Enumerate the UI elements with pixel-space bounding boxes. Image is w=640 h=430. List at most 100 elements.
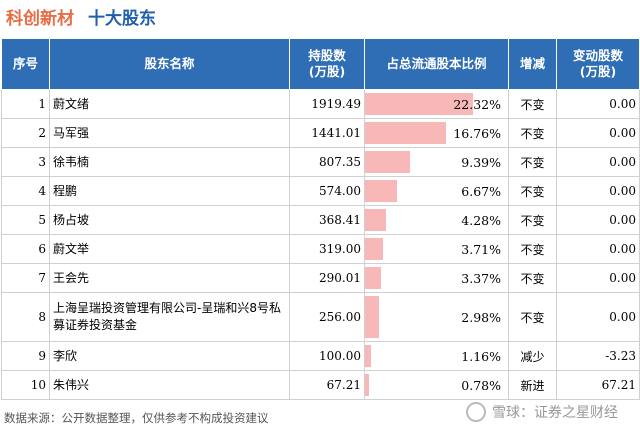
delta-cell: 0.00: [556, 205, 640, 235]
table-header-row: 序号 股东名称 持股数 (万股) 占总流通股本比例 增减 变动股数 (万股): [1, 38, 640, 90]
table-row: 1 蔚文绪 1919.49 22.32% 不变 0.00: [1, 89, 640, 119]
change-cell: 不变: [508, 205, 557, 235]
table-row: 8 上海呈瑞投资管理有限公司-呈瑞和兴8号私募证券投资基金 256.00 2.98% 不…: [1, 292, 640, 342]
ratio-cell: 1.16%: [364, 341, 509, 371]
ratio-bar: [365, 296, 380, 338]
holder-name-cell: 蔚文绪: [49, 89, 290, 119]
delta-cell: -3.23: [556, 341, 640, 371]
ratio-bar: [365, 238, 383, 260]
rank-cell: 9: [1, 341, 50, 371]
shares-cell: 1919.49: [289, 89, 365, 119]
ratio-bar: [365, 180, 398, 202]
holder-name-cell: 朱伟兴: [49, 370, 290, 400]
change-cell: 新进: [508, 370, 557, 400]
ratio-bar: [365, 345, 371, 367]
table-row: 6 蔚文举 319.00 3.71% 不变 0.00: [1, 234, 640, 264]
shares-cell: 67.21: [289, 370, 365, 400]
data-source-note: 数据来源：公开数据整理，仅供参考不构成投资建议: [4, 411, 269, 425]
ratio-label: 2.98%: [461, 309, 501, 325]
change-cell: 不变: [508, 118, 557, 148]
section-title: 十大股东: [88, 8, 156, 29]
ratio-cell: 16.76%: [364, 118, 509, 148]
col-header-delta: 变动股数 (万股): [556, 38, 640, 90]
shares-cell: 1441.01: [289, 118, 365, 148]
brand-label: 雪球：证券之星财经: [492, 405, 618, 421]
col-header-name: 股东名称: [49, 38, 290, 90]
ratio-label: 3.37%: [461, 270, 501, 286]
rank-cell: 4: [1, 176, 50, 206]
ratio-cell: 4.28%: [364, 205, 509, 235]
table-row: 2 马军强 1441.01 16.76% 不变 0.00: [1, 118, 640, 148]
delta-cell: 0.00: [556, 89, 640, 119]
col-header-rank: 序号: [1, 38, 50, 90]
holder-name-cell: 程鹏: [49, 176, 290, 206]
rank-cell: 2: [1, 118, 50, 148]
holder-name-cell: 马军强: [49, 118, 290, 148]
snowball-logo-icon: [466, 402, 486, 422]
rank-cell: 6: [1, 234, 50, 264]
holder-name-cell: 王会先: [49, 263, 290, 293]
shares-cell: 319.00: [289, 234, 365, 264]
title-bar: 科创新材 十大股东: [6, 2, 156, 30]
change-cell: 不变: [508, 147, 557, 177]
ratio-label: 1.16%: [461, 348, 501, 364]
change-cell: 不变: [508, 292, 557, 342]
table-row: 7 王会先 290.01 3.37% 不变 0.00: [1, 263, 640, 293]
ratio-bar: [365, 267, 382, 289]
change-cell: 不变: [508, 89, 557, 119]
holder-name-cell: 上海呈瑞投资管理有限公司-呈瑞和兴8号私募证券投资基金: [49, 292, 290, 342]
delta-cell: 67.21: [556, 370, 640, 400]
shares-cell: 256.00: [289, 292, 365, 342]
ratio-cell: 3.37%: [364, 263, 509, 293]
rank-cell: 7: [1, 263, 50, 293]
ratio-label: 22.32%: [453, 96, 501, 112]
shares-cell: 368.41: [289, 205, 365, 235]
shareholders-table: 序号 股东名称 持股数 (万股) 占总流通股本比例 增减 变动股数 (万股) 1…: [1, 38, 640, 400]
shares-cell: 100.00: [289, 341, 365, 371]
ratio-cell: 3.71%: [364, 234, 509, 264]
ratio-bar: [365, 93, 473, 115]
delta-cell: 0.00: [556, 234, 640, 264]
shares-cell: 807.35: [289, 147, 365, 177]
ratio-cell: 22.32%: [364, 89, 509, 119]
change-cell: 不变: [508, 263, 557, 293]
ratio-label: 4.28%: [461, 212, 501, 228]
delta-cell: 0.00: [556, 292, 640, 342]
change-cell: 不变: [508, 234, 557, 264]
col-header-ratio: 占总流通股本比例: [364, 38, 509, 90]
ratio-cell: 9.39%: [364, 147, 509, 177]
table-row: 4 程鹏 574.00 6.67% 不变 0.00: [1, 176, 640, 206]
shares-cell: 290.01: [289, 263, 365, 293]
holder-name-cell: 徐韦楠: [49, 147, 290, 177]
ratio-cell: 6.67%: [364, 176, 509, 206]
holder-name-cell: 蔚文举: [49, 234, 290, 264]
holder-name-cell: 杨占坡: [49, 205, 290, 235]
shares-cell: 574.00: [289, 176, 365, 206]
ratio-label: 0.78%: [461, 377, 501, 393]
delta-cell: 0.00: [556, 147, 640, 177]
company-title: 科创新材: [6, 8, 74, 29]
rank-cell: 3: [1, 147, 50, 177]
delta-cell: 0.00: [556, 118, 640, 148]
rank-cell: 5: [1, 205, 50, 235]
rank-cell: 1: [1, 89, 50, 119]
ratio-bar: [365, 209, 386, 231]
ratio-cell: 2.98%: [364, 292, 509, 342]
change-cell: 不变: [508, 176, 557, 206]
ratio-bar: [365, 151, 411, 173]
ratio-cell: 0.78%: [364, 370, 509, 400]
ratio-label: 9.39%: [461, 154, 501, 170]
table-row: 3 徐韦楠 807.35 9.39% 不变 0.00: [1, 147, 640, 177]
col-header-shares: 持股数 (万股): [289, 38, 365, 90]
ratio-label: 3.71%: [461, 241, 501, 257]
ratio-bar: [365, 122, 447, 144]
ratio-label: 6.67%: [461, 183, 501, 199]
rank-cell: 8: [1, 292, 50, 342]
table-row: 5 杨占坡 368.41 4.28% 不变 0.00: [1, 205, 640, 235]
brand-watermark: 雪球：证券之星财经: [466, 402, 618, 422]
delta-cell: 0.00: [556, 263, 640, 293]
table-row: 10 朱伟兴 67.21 0.78% 新进 67.21: [1, 370, 640, 400]
holder-name-cell: 李欣: [49, 341, 290, 371]
change-cell: 减少: [508, 341, 557, 371]
ratio-bar: [365, 374, 369, 396]
